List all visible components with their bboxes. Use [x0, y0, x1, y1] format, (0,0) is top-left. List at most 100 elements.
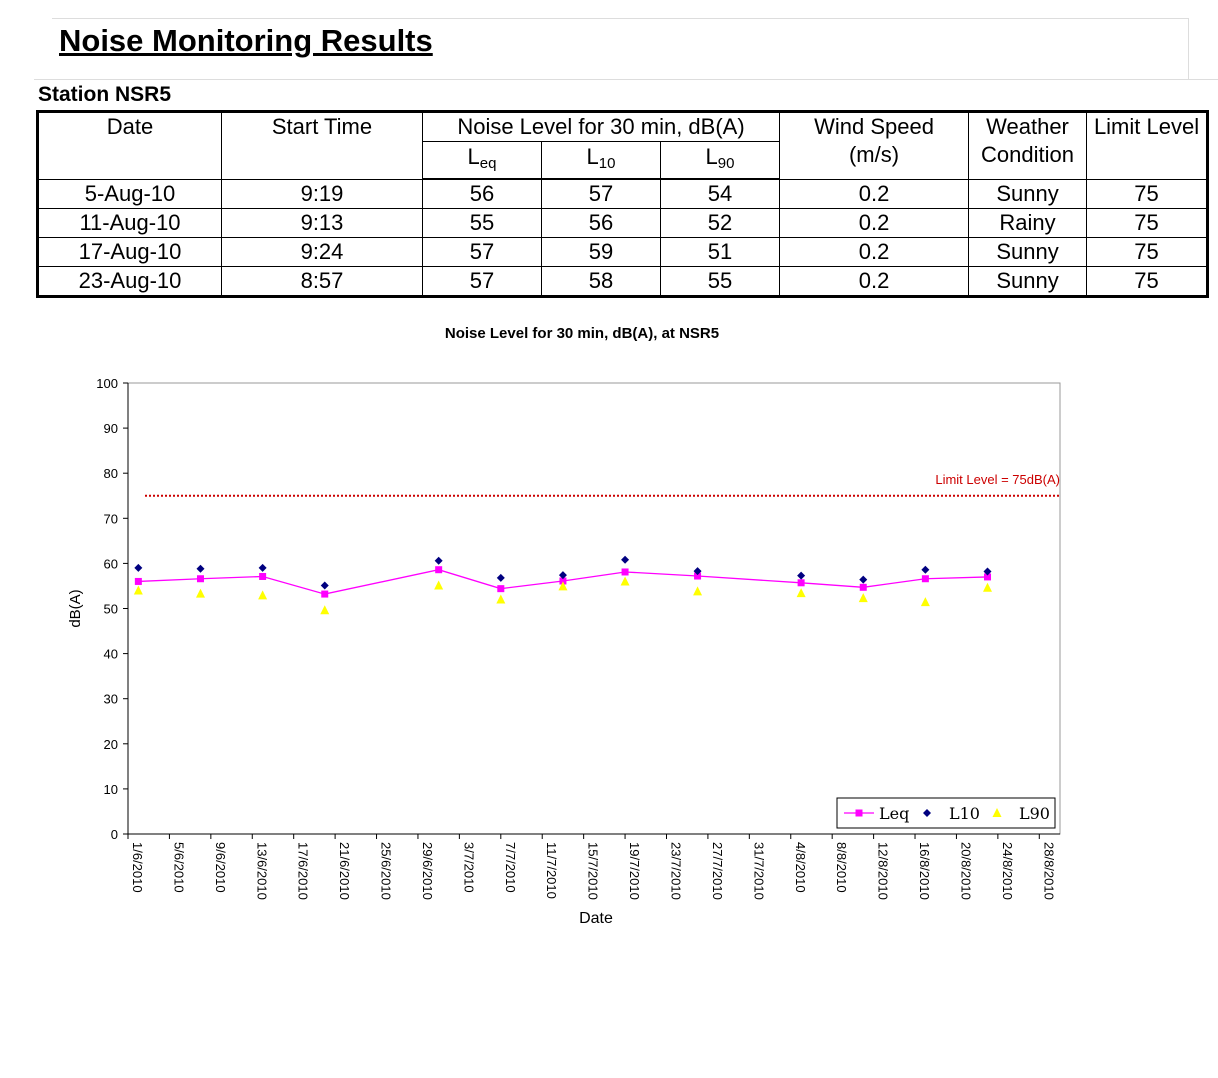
point-l10: [196, 564, 205, 573]
point-leq: [984, 573, 992, 581]
limit-line-label: Limit Level = 75dB(A): [935, 472, 1060, 487]
point-l90: [320, 605, 330, 615]
title-frame: Noise Monitoring Results: [34, 18, 1218, 80]
point-leq: [797, 579, 805, 587]
noise-chart: Noise Level for 30 min, dB(A), at NSR5 0…: [67, 325, 1061, 927]
x-tick-label: 11/7/2010: [544, 842, 559, 899]
cell-weather: Rainy: [968, 208, 1088, 238]
chart-legend: Leq L10 L90: [836, 797, 1056, 829]
point-l90: [558, 581, 568, 591]
point-l10: [693, 567, 702, 576]
header-wind-speed-line2: (m/s): [848, 142, 900, 167]
y-tick-label: 10: [104, 782, 118, 797]
point-l90: [620, 576, 630, 586]
y-tick-label: 60: [104, 556, 118, 571]
cell-leq: 56: [422, 178, 542, 209]
point-l10: [921, 565, 930, 574]
cell-limit: 75: [1086, 237, 1209, 267]
header-start-time: Start Time: [221, 111, 423, 180]
legend-leq-label: Leq: [879, 804, 909, 823]
point-l90: [195, 588, 205, 598]
x-tick-label: 5/6/2010: [171, 842, 186, 893]
cell-wind: 0.2: [779, 178, 970, 209]
page-title: Noise Monitoring Results: [59, 23, 433, 58]
point-leq: [694, 572, 702, 580]
point-l90: [434, 580, 444, 590]
y-tick-label: 20: [104, 737, 118, 752]
cell-date: 11-Aug-10: [37, 208, 222, 238]
y-tick-label: 80: [104, 466, 118, 481]
header-l10: L10: [541, 141, 661, 181]
header-l90: L90: [659, 141, 781, 181]
y-tick-label: 0: [111, 827, 118, 842]
cell-start-time: 9:13: [221, 208, 423, 238]
x-tick-label: 3/7/2010: [461, 842, 476, 893]
point-l10: [859, 575, 868, 584]
x-tick-label: 20/8/2010: [958, 842, 973, 900]
results-table: Date Start Time Noise Level for 30 min, …: [36, 110, 1210, 298]
x-tick-label: 29/6/2010: [420, 842, 435, 900]
x-tick-label: 4/8/2010: [793, 842, 808, 893]
header-weather-line1: Weather: [986, 114, 1069, 139]
point-l10: [258, 563, 267, 572]
point-l10: [134, 563, 143, 572]
point-leq: [621, 568, 629, 576]
y-tick-label: 30: [104, 692, 118, 707]
table-row: 17-Aug-10 9:24 57 59 51 0.2 Sunny 75: [37, 237, 1209, 267]
point-l90: [693, 586, 703, 596]
header-weather: Weather Condition: [968, 111, 1088, 180]
point-l90: [983, 582, 993, 592]
station-label: Station NSR5: [38, 83, 172, 106]
chart-axes: 0 10 20 30 40 50 60 70 80 90 100 1/6/2010 5/6/2010 9/…: [96, 376, 1061, 900]
cell-weather: Sunny: [968, 266, 1088, 297]
point-leq: [497, 585, 505, 593]
point-l90: [858, 593, 868, 603]
x-axis-label: Date: [579, 910, 613, 927]
x-tick-label: 12/8/2010: [876, 842, 891, 900]
limit-line-group: Limit Level = 75dB(A): [145, 472, 1060, 497]
header-wind-speed-line1: Wind Speed: [814, 114, 934, 139]
legend-l10-label: L10: [949, 804, 980, 823]
point-l10: [558, 571, 567, 580]
point-l10: [797, 571, 806, 580]
table-row: 23-Aug-10 8:57 57 58 55 0.2 Sunny 75: [37, 266, 1209, 297]
point-l10: [496, 573, 505, 582]
cell-leq: 57: [422, 237, 542, 267]
point-leq: [559, 577, 567, 585]
x-tick-label: 24/8/2010: [1000, 842, 1015, 900]
point-l90: [496, 594, 506, 604]
cell-l10: 56: [541, 208, 661, 238]
point-leq: [321, 590, 329, 598]
x-tick-label: 19/7/2010: [627, 842, 642, 900]
plot-frame: [127, 382, 1061, 835]
cell-l10: 58: [541, 266, 661, 297]
cell-wind: 0.2: [779, 266, 970, 297]
point-l90: [796, 588, 806, 598]
header-leq: Leq: [422, 141, 542, 181]
x-tick-label: 8/8/2010: [834, 842, 849, 893]
point-leq: [435, 566, 443, 574]
point-l90: [920, 597, 930, 607]
header-date: Date: [37, 111, 222, 180]
cell-leq: 55: [422, 208, 542, 238]
cell-l90: 51: [659, 237, 781, 267]
legend-l90-marker: [992, 808, 1002, 817]
header-row-2: Leq L10 L90: [38, 141, 1208, 181]
title-divider: [34, 79, 1218, 80]
cell-leq: 57: [422, 266, 542, 297]
x-tick-label: 1/6/2010: [130, 842, 145, 893]
cell-l10: 57: [541, 178, 661, 209]
x-tick-label: 15/7/2010: [586, 842, 601, 900]
x-tick-label: 7/7/2010: [503, 842, 518, 893]
cell-start-time: 8:57: [221, 266, 423, 297]
cell-wind: 0.2: [779, 208, 970, 238]
x-tick-label: 17/6/2010: [296, 842, 311, 900]
cell-l90: 54: [659, 178, 781, 209]
point-l10: [320, 581, 329, 590]
cell-limit: 75: [1086, 178, 1209, 209]
cell-limit: 75: [1086, 266, 1209, 297]
point-leq: [196, 575, 204, 583]
x-tick-label: 21/6/2010: [337, 842, 352, 900]
cell-wind: 0.2: [779, 237, 970, 267]
y-tick-label: 40: [104, 647, 118, 662]
